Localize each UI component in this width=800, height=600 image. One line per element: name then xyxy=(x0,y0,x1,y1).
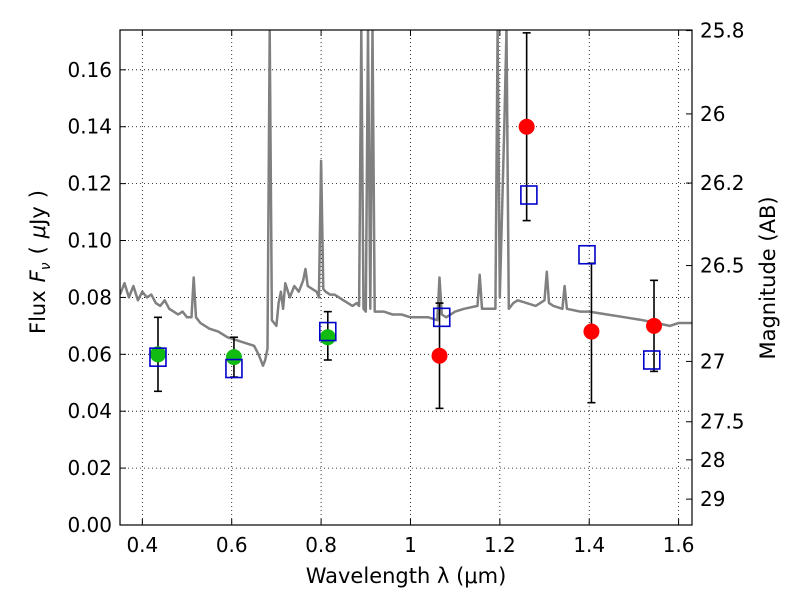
magnitude-tick-label: 25.8 xyxy=(700,19,745,43)
ticks-layer xyxy=(120,30,692,526)
magnitude-tick-label: 26.2 xyxy=(700,171,745,195)
x-tick-label: 0.8 xyxy=(305,533,337,557)
y-label-close: ) xyxy=(26,190,50,198)
model-square-marker xyxy=(642,350,661,370)
y-label-flux: Flux xyxy=(26,290,50,334)
green-data-point xyxy=(225,349,242,366)
model-square-marker xyxy=(225,358,243,379)
y-label-sub: ν xyxy=(38,262,54,270)
y-tick-label: 0.12 xyxy=(67,172,112,196)
magnitude-tick-label: 27.5 xyxy=(700,410,745,434)
red-data-point xyxy=(646,317,663,334)
y-tick-label: 0.04 xyxy=(67,399,112,423)
x-tick-label: 0.6 xyxy=(216,533,248,557)
y-label-symbol: F xyxy=(26,269,50,282)
y-tick-label: 0.10 xyxy=(67,229,112,253)
y-tick-label: 0.06 xyxy=(67,342,112,366)
green-data-point xyxy=(319,329,336,346)
x-tick-label: 1.4 xyxy=(573,533,605,557)
model-squares-layer xyxy=(149,185,661,379)
model-square-marker xyxy=(578,244,596,265)
y-tick-label: 0.02 xyxy=(67,456,112,480)
x-tick-label: 1.6 xyxy=(663,533,695,557)
magnitude-tick-label: 29 xyxy=(700,487,725,511)
model-square-marker xyxy=(432,307,451,328)
plot-frame xyxy=(119,29,693,526)
sed-model-line xyxy=(120,30,692,367)
magnitude-tick-label: 27 xyxy=(700,349,725,373)
plot-area xyxy=(120,30,692,525)
x-tick-label: 1.2 xyxy=(484,533,516,557)
y-label-mu: μ xyxy=(26,225,50,239)
y-tick-label: 0.00 xyxy=(67,513,112,537)
magnitude-tick-label: 26.5 xyxy=(700,254,745,278)
data-points-layer xyxy=(149,118,663,366)
red-data-point xyxy=(583,323,600,340)
model-square-marker xyxy=(520,185,538,205)
x-axis-label: Wavelength λ (μm) xyxy=(306,564,507,588)
y-axis-label-left: Flux Fν ( μJy) xyxy=(26,190,54,334)
model-square-marker xyxy=(318,321,337,342)
magnitude-tick-label: 26 xyxy=(700,102,725,126)
y-label-unit: Jy xyxy=(26,206,50,227)
red-data-point xyxy=(518,118,535,135)
y-label-open: ( xyxy=(26,246,50,254)
magnitude-tick-label: 28 xyxy=(700,448,725,472)
red-data-point xyxy=(431,347,448,364)
y-axis-label-right: Magnitude (AB) xyxy=(756,196,780,359)
green-data-point xyxy=(149,346,166,363)
x-tick-label: 1 xyxy=(404,533,417,557)
model-square-marker xyxy=(149,347,167,367)
y-tick-label: 0.14 xyxy=(67,115,112,139)
tick-labels-layer: 0.4 0.6 0.8 1 1.2 1.4 1.6 0.00 0.02 0.04 0.06 0.08 0… xyxy=(67,19,744,557)
y-tick-label: 0.08 xyxy=(67,285,112,309)
x-tick-label: 0.4 xyxy=(126,533,158,557)
y-tick-label: 0.16 xyxy=(67,58,112,82)
sed-model-layer xyxy=(120,30,692,367)
plot-background xyxy=(120,30,692,525)
